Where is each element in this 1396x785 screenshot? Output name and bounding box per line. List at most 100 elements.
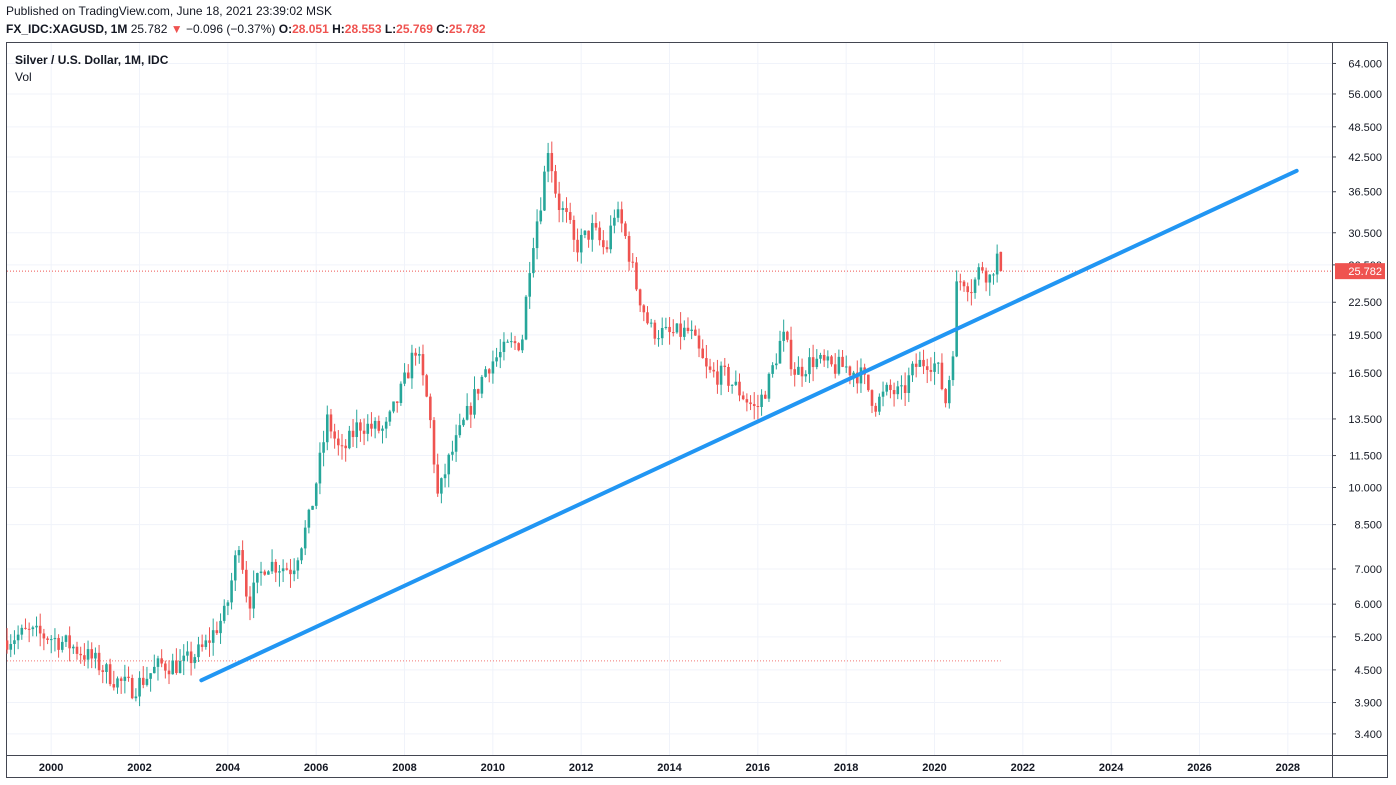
candle-body: [671, 332, 675, 334]
candle-body: [959, 281, 962, 283]
change-value: −0.096 (−0.37%): [185, 22, 276, 36]
time-tick-label: 2014: [657, 762, 682, 774]
time-tick-label: 2004: [216, 762, 241, 774]
candle-body: [889, 384, 892, 391]
candle-body: [454, 435, 458, 452]
candle-body: [686, 327, 690, 332]
candle-body: [694, 329, 697, 336]
candle-body: [340, 445, 344, 447]
candle-body: [881, 391, 885, 397]
candle-body: [123, 676, 127, 681]
candle-body: [27, 628, 31, 630]
candle-body: [999, 251, 1003, 272]
last-price-value: 25.782: [130, 22, 168, 36]
candle-body: [988, 274, 992, 283]
candle-body: [270, 561, 274, 572]
candle-body: [955, 281, 958, 357]
price-chart[interactable]: 64.00056.00048.50042.50036.50030.50026.5…: [6, 42, 1388, 778]
candle-body: [970, 292, 973, 294]
candle-body: [911, 363, 914, 376]
candle-body: [289, 569, 292, 575]
open-label: O:: [278, 22, 293, 36]
candle-body: [189, 651, 193, 664]
candle-body: [554, 171, 557, 194]
candle-body: [867, 374, 870, 391]
candle-body: [723, 365, 727, 367]
candle-body: [760, 394, 763, 407]
trend-line[interactable]: [199, 168, 1299, 683]
price-tick-label: 4.500: [1354, 665, 1382, 677]
candle-body: [395, 401, 399, 403]
price-tick-label: 19.500: [1348, 330, 1382, 342]
candle-body: [690, 329, 693, 332]
candle-body: [638, 289, 642, 306]
candle-body: [716, 371, 719, 385]
down-arrow-icon: ▼: [170, 22, 183, 36]
candle-body: [977, 267, 981, 280]
candle-body: [951, 356, 955, 381]
candle-body: [377, 420, 381, 431]
candle-body: [278, 571, 281, 573]
candle-body: [204, 640, 208, 647]
candle-body: [222, 605, 226, 621]
price-tick-label: 30.500: [1348, 228, 1382, 240]
candle-body: [664, 326, 668, 328]
candle-body: [480, 376, 484, 394]
candle-body: [399, 383, 403, 403]
candle-body: [373, 420, 377, 429]
candle-body: [333, 431, 336, 439]
candle-body: [521, 339, 524, 351]
candle-body: [49, 639, 53, 641]
legend-volume-label: Vol: [15, 70, 32, 84]
candle-body: [171, 660, 174, 675]
candle-body: [800, 366, 804, 377]
candle-body: [933, 363, 936, 372]
candle-body: [351, 430, 355, 438]
candle-body: [852, 372, 855, 376]
candle-body: [241, 550, 244, 570]
candle-body: [896, 386, 900, 395]
candle-body: [285, 568, 289, 570]
candle-body: [197, 644, 200, 658]
candle-body: [164, 663, 167, 671]
time-tick-label: 2016: [746, 762, 770, 774]
ohlc-header: FX_IDC:XAGUSD, 1M 25.782 ▼ −0.096 (−0.37…: [6, 22, 486, 36]
candle-body: [64, 635, 68, 642]
candle-body: [16, 634, 20, 641]
candle-body: [116, 678, 119, 688]
candle-body: [418, 354, 421, 356]
candle-body: [878, 396, 881, 412]
candle-body: [844, 366, 848, 368]
candle-body: [443, 474, 447, 479]
candle-body: [539, 210, 543, 222]
candle-body: [992, 274, 995, 276]
candle-body: [83, 655, 86, 660]
candle-body: [469, 405, 473, 415]
candle-body: [900, 385, 903, 387]
candle-body: [624, 223, 627, 237]
candle-body: [458, 425, 462, 436]
candle-body: [506, 341, 509, 343]
candle-body: [186, 651, 189, 656]
candle-body: [683, 327, 686, 337]
candle-body: [130, 677, 134, 699]
candle-body: [705, 358, 708, 367]
candle-body: [348, 430, 351, 449]
candle-body: [178, 661, 182, 674]
candle-body: [226, 602, 230, 606]
candle-body: [97, 652, 101, 671]
candle-body: [200, 644, 204, 647]
candle-body: [233, 555, 237, 581]
candle-body: [141, 677, 145, 685]
candle-body: [193, 657, 197, 664]
candle-body: [31, 627, 35, 630]
last-price-badge: [1335, 263, 1385, 280]
candle-body: [119, 678, 123, 681]
candle-body: [653, 322, 657, 339]
candle-body: [403, 372, 406, 384]
price-tick-label: 13.500: [1348, 414, 1382, 426]
candle-body: [649, 322, 653, 324]
candle-body: [322, 442, 325, 453]
candle-body: [502, 341, 506, 352]
symbol-label: FX_IDC:XAGUSD, 1M: [6, 22, 128, 36]
